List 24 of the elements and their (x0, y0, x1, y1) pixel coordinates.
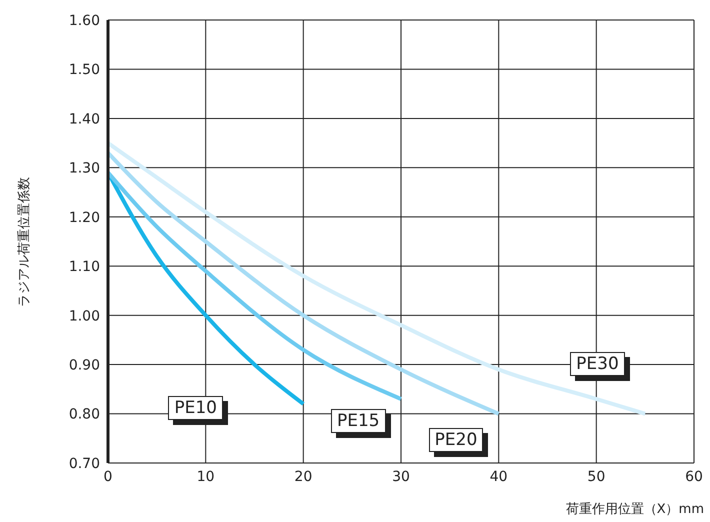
x-tick-label: 60 (685, 468, 703, 485)
y-axis-title: ラジアル荷重位置係数 (16, 176, 33, 306)
series-label: PE15 (331, 409, 386, 433)
y-tick-label: 1.40 (68, 111, 100, 128)
x-tick-label: 30 (392, 468, 410, 485)
y-tick-label: 0.90 (68, 358, 100, 374)
x-tick-label: 50 (587, 468, 606, 485)
x-axis-title: 荷重作用位置（X）mm (566, 501, 704, 518)
x-tick-label: 20 (294, 468, 312, 485)
y-tick-label: 1.00 (68, 308, 100, 324)
x-tick-label: 10 (196, 468, 215, 485)
line-series (108, 170, 403, 402)
y-tick-label: 1.10 (68, 259, 100, 276)
y-tick-label: 0.80 (68, 406, 100, 423)
series-label: PE20 (428, 428, 484, 452)
series-label: PE30 (570, 352, 625, 376)
y-tick-label: 1.60 (68, 12, 100, 29)
y-tick-label: 1.30 (68, 160, 100, 177)
y-tick-label: 1.20 (68, 210, 100, 226)
x-tick-label: 40 (490, 468, 508, 485)
x-tick-label: 0 (104, 468, 112, 485)
y-tick-label: 0.70 (68, 456, 100, 472)
text: PE10 (168, 396, 223, 420)
y-tick-label: 1.50 (68, 62, 100, 78)
